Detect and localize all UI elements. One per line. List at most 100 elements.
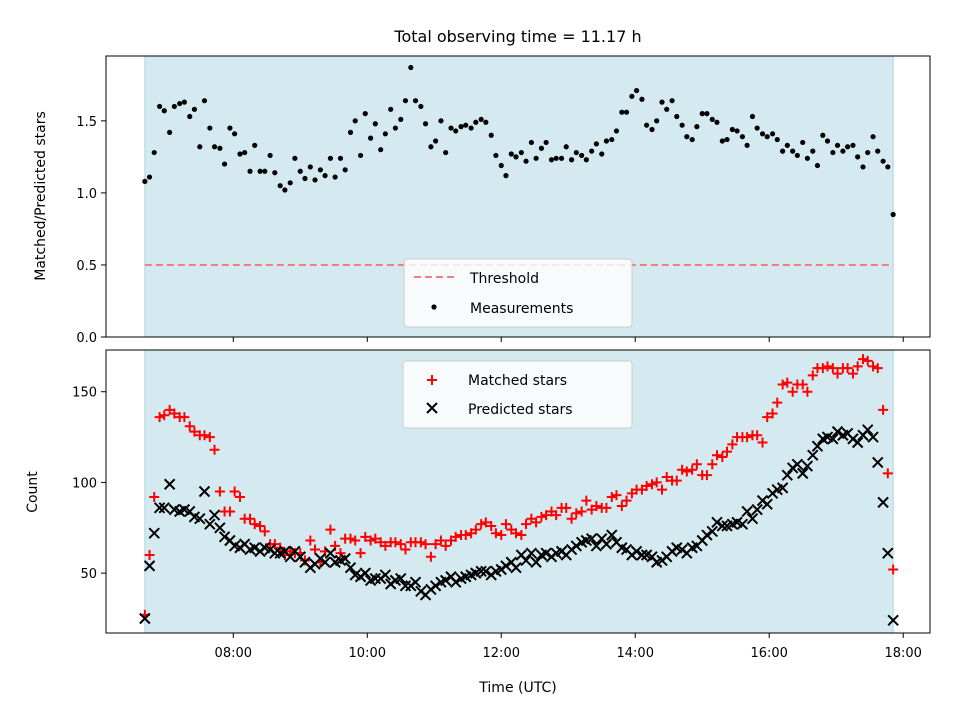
matched-star-point: [681, 466, 692, 477]
measurement-point: [890, 211, 896, 218]
measurement-point: [357, 152, 364, 159]
matched-star-point: [370, 533, 381, 544]
predicted-star-point: [716, 520, 729, 532]
matched-star-point: [255, 520, 266, 531]
matched-star-point: [671, 475, 682, 486]
measurement-point: [513, 154, 519, 160]
measurement-point: [478, 116, 484, 123]
matched-star-point: [646, 479, 657, 490]
y-tick-label: 1.5: [76, 115, 97, 130]
measurement-point: [433, 138, 439, 144]
top-y-axis: 0.0 0.5 1.0 1.5: [76, 115, 106, 346]
matched-star-point: [687, 464, 698, 475]
predicted-star-point: [395, 572, 407, 585]
matched-star-point: [707, 459, 718, 470]
measurement-point: [398, 116, 404, 123]
measurement-point: [704, 111, 710, 117]
predicted-star-point: [882, 547, 894, 559]
predicted-star-point: [797, 467, 809, 480]
matched-star-point: [797, 379, 808, 390]
measurement-point: [312, 177, 318, 183]
matched-star-point: [782, 377, 793, 388]
matched-star-point: [868, 361, 879, 372]
predicted-star-point: [736, 518, 749, 530]
measurement-point: [453, 128, 459, 134]
measurement-point: [337, 155, 344, 161]
predicted-star-point: [449, 576, 462, 588]
measurement-point: [664, 106, 670, 112]
measurement-point: [834, 142, 841, 148]
matched-star-point: [400, 544, 411, 555]
matched-star-point: [460, 530, 471, 541]
predicted-star-point: [249, 542, 261, 554]
measurement-point: [378, 147, 384, 153]
matched-star-point: [772, 397, 783, 408]
matched-star-point: [571, 508, 582, 519]
predicted-star-point: [701, 529, 713, 541]
matched-star-point: [661, 471, 672, 482]
matched-star-point: [742, 432, 753, 443]
measurement-point: [734, 128, 740, 134]
predicted-star-point: [198, 485, 211, 498]
predicted-star-point: [861, 424, 874, 436]
measurement-point: [870, 134, 876, 140]
measurement-point: [754, 125, 760, 131]
predicted-star-point: [204, 518, 216, 530]
measurement-point: [211, 144, 218, 150]
measurement-point: [759, 131, 766, 137]
measurement-point: [553, 155, 559, 161]
matched-star-point: [305, 535, 316, 546]
predicted-star-point: [636, 549, 648, 561]
measurement-point: [603, 138, 610, 144]
top-legend: Threshold Measurements: [403, 258, 633, 328]
matched-star-point: [415, 537, 426, 548]
measurement-point: [865, 149, 871, 156]
matched-star-point: [872, 363, 883, 374]
measurement-point: [875, 148, 881, 154]
measurement-point: [221, 161, 228, 167]
measurement-point: [649, 126, 655, 133]
chart-title: Total observing time = 11.17 h: [393, 27, 641, 46]
predicted-star-point: [570, 540, 582, 552]
predicted-star-point: [439, 574, 452, 587]
matched-star-point: [817, 363, 828, 374]
measurement-point: [629, 93, 635, 99]
bottom-y-axis: 50 100 150: [72, 386, 106, 582]
matched-star-point: [390, 537, 401, 548]
predicted-star-point: [872, 456, 884, 469]
predicted-star-point: [158, 502, 170, 514]
measurement-point: [674, 113, 680, 120]
measurement-point: [709, 116, 715, 123]
x-tick-label: 18:00: [884, 646, 921, 661]
matched-star-point: [420, 539, 431, 550]
matched-star-point: [516, 530, 527, 541]
matched-star-point: [430, 539, 441, 550]
measurement-point: [830, 149, 836, 156]
matched-star-point: [184, 421, 195, 432]
measurement-point: [402, 98, 409, 104]
measurement-point: [297, 168, 303, 174]
measurement-point: [483, 119, 489, 125]
matched-star-point: [234, 491, 245, 502]
measurement-point: [845, 144, 851, 150]
matched-star-point: [832, 368, 843, 379]
matched-star-point: [711, 450, 722, 461]
measurement-point: [428, 144, 434, 150]
matched-star-point: [350, 535, 361, 546]
matched-star-point: [767, 408, 778, 419]
matched-star-point: [395, 539, 406, 550]
x-tick-label: 16:00: [750, 646, 787, 661]
predicted-star-point: [429, 580, 442, 592]
measurement-point: [332, 174, 338, 180]
measurement-point: [217, 145, 223, 151]
measurement-point: [568, 157, 575, 163]
measurement-point: [679, 122, 685, 128]
y-tick-label: 50: [80, 567, 97, 582]
measurement-point: [523, 158, 529, 164]
matched-star-point: [842, 363, 853, 374]
predicted-star-point: [139, 612, 151, 625]
predicted-star-point: [606, 529, 618, 541]
measurement-point: [633, 87, 640, 94]
matched-star-point: [727, 439, 738, 450]
